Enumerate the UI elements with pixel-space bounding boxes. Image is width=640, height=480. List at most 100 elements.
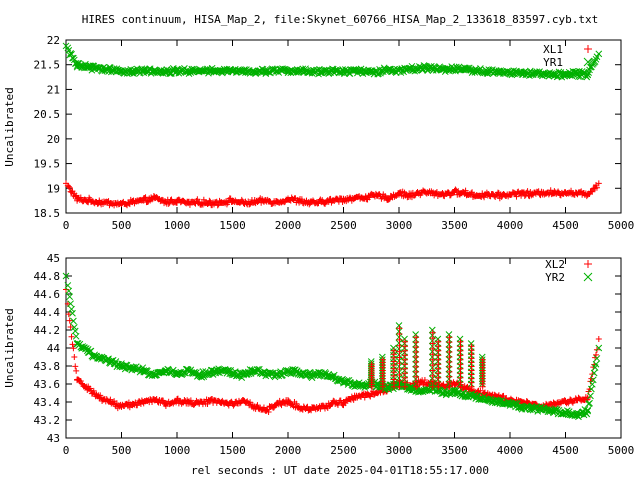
- top-xl1-point: [573, 190, 580, 197]
- top-xl1-point: [273, 199, 280, 206]
- bottom-xl2-point: [477, 387, 484, 394]
- top-ytick-label: 21.5: [34, 59, 61, 72]
- bottom-xl2-point: [229, 400, 236, 407]
- bottom-spike-point: [429, 372, 436, 379]
- top-yr1-point: [173, 67, 181, 74]
- bottom-xl2-point: [273, 400, 280, 407]
- top-xl1-point: [440, 191, 447, 198]
- top-yr1-point: [95, 65, 103, 73]
- top-yr1-point: [528, 69, 536, 77]
- bottom-legend: XL2 YR2: [545, 258, 593, 284]
- top-data-points: [62, 42, 603, 209]
- top-yr1-point: [362, 67, 370, 75]
- bottom-yr2-point: [417, 387, 425, 395]
- bottom-xl2-point: [218, 399, 225, 405]
- bottom-yr2-point: [74, 340, 82, 347]
- top-xtick-label: 2500: [330, 219, 357, 232]
- top-xtick-label: 3000: [386, 219, 413, 232]
- bottom-yr2-point: [72, 332, 80, 340]
- top-yr1-point: [195, 67, 203, 74]
- bottom-yr2-point: [440, 389, 447, 397]
- top-yr1-point: [406, 65, 414, 73]
- bottom-yr2-point: [517, 403, 525, 410]
- top-yr1-point: [317, 69, 324, 77]
- bottom-spike-point: [479, 356, 486, 363]
- bottom-xl2-point: [318, 403, 325, 410]
- bottom-xl2-point: [451, 381, 458, 387]
- bottom-spike-point: [379, 356, 386, 363]
- bottom-spike-point: [429, 329, 436, 336]
- top-yr1-point: [417, 64, 425, 72]
- bottom-yr2-point: [295, 369, 303, 377]
- legend-xl1-marker: [584, 45, 592, 53]
- top-xl1-point: [196, 199, 203, 206]
- bottom-xl2-point: [70, 345, 77, 352]
- top-yr1-point: [329, 67, 336, 74]
- bottom-xl2-point: [562, 399, 569, 405]
- top-xl1-point: [518, 190, 525, 197]
- top-yr1-point: [84, 63, 92, 71]
- bottom-ytick-label: 45: [47, 252, 60, 265]
- bottom-xl2-point: [329, 400, 336, 407]
- top-ytick-label: 21: [47, 83, 60, 96]
- top-xtick-label: 1500: [219, 219, 246, 232]
- bottom-yr2-point: [70, 317, 77, 325]
- bottom-xl2-point: [162, 400, 169, 407]
- bottom-xl2-point: [573, 397, 580, 404]
- top-yr1-point: [107, 66, 114, 74]
- top-yr1-point: [395, 67, 403, 74]
- top-xl1-point: [584, 191, 591, 198]
- top-ytick-label: 19: [47, 182, 60, 195]
- top-yr1-point: [551, 70, 558, 78]
- bottom-xl2-point: [254, 402, 261, 409]
- bottom-spike-point: [368, 361, 375, 368]
- bottom-xl2-point: [140, 399, 147, 405]
- top-xl1-point: [318, 199, 325, 206]
- top-xtick-label: 500: [112, 219, 132, 232]
- top-yr1-point: [517, 69, 525, 77]
- bottom-yr2-point: [251, 367, 259, 374]
- bottom-yr2-point: [162, 367, 170, 374]
- top-yr1-point: [495, 68, 503, 76]
- top-xl1-point: [74, 196, 81, 203]
- top-xl1-point: [68, 189, 75, 196]
- top-xl1-point: [362, 194, 369, 201]
- top-xl1-point: [240, 200, 247, 207]
- bottom-yr2-point: [140, 367, 148, 374]
- bottom-spike-point: [396, 348, 403, 355]
- bottom-xl2-point: [265, 408, 272, 415]
- bottom-xtick-label: 0: [63, 444, 70, 457]
- top-xl1-point: [262, 197, 269, 204]
- top-yr1-point: [473, 67, 481, 74]
- bottom-spike-point: [396, 331, 403, 338]
- bottom-yr2-point: [129, 364, 136, 372]
- bottom-yr2-point: [495, 398, 503, 406]
- top-yr1-point: [129, 68, 136, 76]
- bottom-xl2-point: [337, 397, 344, 404]
- bottom-yr2-point: [317, 369, 325, 377]
- bottom-xtick-label: 4500: [552, 444, 579, 457]
- top-yr1-point: [506, 69, 514, 76]
- top-xl1-point: [77, 194, 84, 201]
- top-yr1-point: [229, 67, 236, 75]
- bottom-yr2-point: [82, 345, 90, 352]
- bottom-xl2-point: [73, 367, 80, 374]
- legend-xl2-marker: [584, 260, 592, 268]
- top-xl1-point: [229, 197, 236, 204]
- top-xl1-point: [96, 199, 103, 206]
- legend-xl2-label: XL2: [545, 258, 565, 271]
- bottom-ytick-label: 44.6: [34, 288, 61, 301]
- bottom-yr2-point: [586, 399, 593, 407]
- bottom-yr2-point: [329, 373, 336, 381]
- bottom-xtick-label: 3500: [441, 444, 468, 457]
- bottom-spike-point: [468, 343, 475, 350]
- bottom-spike-point: [396, 377, 403, 384]
- bottom-yr2-point: [284, 367, 292, 374]
- top-xtick-label: 3500: [441, 219, 468, 232]
- top-xl1-point: [140, 197, 147, 204]
- top-xl1-point: [524, 188, 531, 195]
- bottom-xl2-point: [276, 397, 283, 404]
- bottom-xl2-point: [71, 354, 78, 361]
- bottom-yr2-point: [384, 385, 392, 392]
- top-yr1-point: [340, 68, 347, 75]
